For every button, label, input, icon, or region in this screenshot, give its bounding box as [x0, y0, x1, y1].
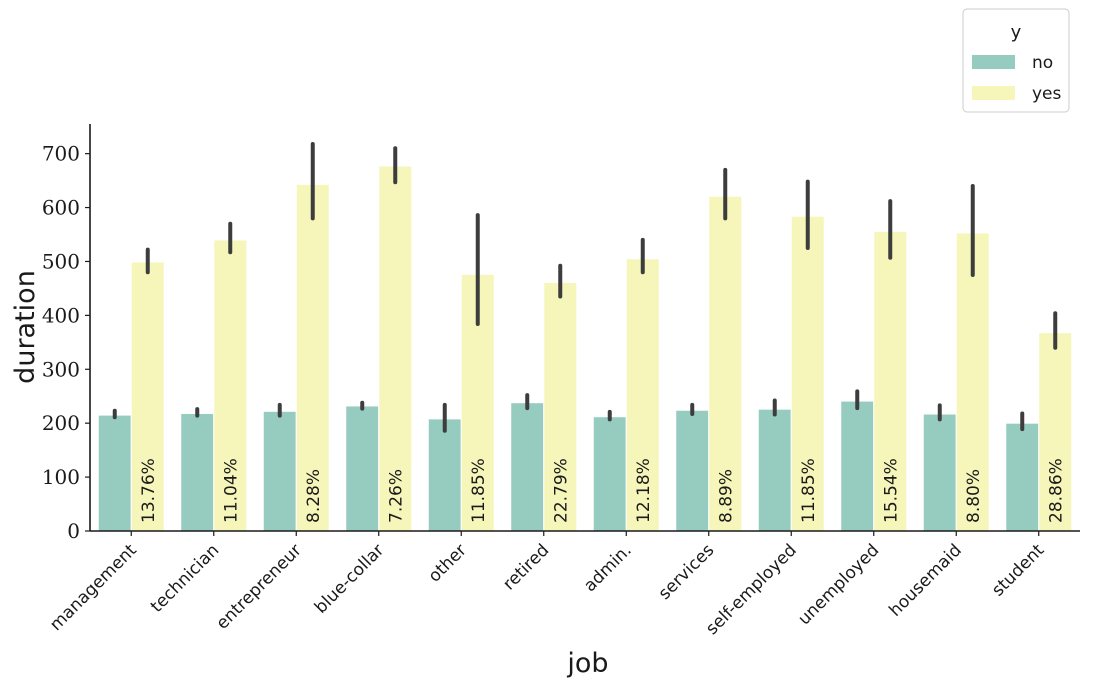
bar-no-services [675, 409, 710, 532]
y-tick-label: 0 [67, 519, 80, 543]
bar-no-self-employed [757, 408, 792, 532]
x-axis-label: job [566, 648, 608, 679]
legend-label-yes: yes [1032, 84, 1062, 104]
legend-title: y [1011, 22, 1022, 43]
bar-no-other [427, 418, 462, 532]
y-tick-label: 300 [42, 357, 80, 381]
x-tick-label: retired [499, 540, 553, 594]
bar-yes-technician [213, 239, 248, 532]
bar-no-blue-collar [345, 405, 380, 532]
bar-yes-retired [543, 281, 578, 532]
annotation-other: 11.85% [469, 458, 489, 523]
annotation-unemployed: 15.54% [881, 458, 901, 523]
error-bars-layer [112, 141, 1058, 433]
annotation-student: 28.86% [1046, 458, 1066, 523]
legend-swatch-yes [972, 86, 1015, 100]
annotation-retired: 22.79% [551, 458, 571, 523]
x-tick-label: services [655, 540, 719, 604]
y-ticks-layer: 0 100 200 300 400 500 600 700 [42, 142, 90, 543]
bar-yes-blue-collar [378, 165, 413, 532]
legend-label-no: no [1032, 53, 1053, 73]
bar-no-technician [180, 412, 215, 532]
y-tick-label: 500 [42, 249, 80, 273]
bar-yes-unemployed [873, 230, 908, 532]
x-tick-label: other [425, 540, 471, 586]
annotation-management: 13.76% [139, 458, 159, 523]
axes-layer [89, 124, 1080, 532]
bar-yes-student [1038, 332, 1073, 532]
x-tick-label: management [46, 540, 141, 635]
annotation-admin.: 12.18% [634, 458, 654, 523]
bar-no-unemployed [840, 400, 875, 532]
x-tick-label: technician [147, 540, 223, 616]
bar-yes-services [708, 195, 743, 532]
x-tick-label: blue-collar [311, 540, 388, 617]
bar-yes-housemaid [955, 232, 990, 532]
annotation-housemaid: 8.80% [964, 469, 984, 523]
bar-no-retired [510, 402, 545, 532]
bar-yes-management [130, 261, 165, 532]
x-tick-label: student [988, 540, 1048, 600]
bar-no-admin. [592, 416, 627, 532]
annotation-blue-collar: 7.26% [386, 469, 406, 523]
x-tick-label: unemployed [794, 540, 883, 629]
y-tick-label: 400 [42, 303, 80, 327]
legend: y no yes [962, 8, 1070, 113]
annotation-entrepreneur: 8.28% [304, 469, 324, 523]
y-tick-label: 700 [42, 142, 80, 166]
y-tick-label: 100 [42, 465, 80, 489]
y-tick-label: 600 [42, 196, 80, 220]
annotation-self-employed: 11.85% [799, 458, 819, 523]
x-tick-label: entrepreneur [213, 540, 306, 633]
bar-no-entrepreneur [262, 410, 297, 532]
bar-no-management [97, 414, 132, 532]
annotations-layer: 13.76% 11.04% 8.28% 7.26% 11.85% 22.79% 12.18%… [139, 458, 1067, 523]
legend-swatch-no [972, 55, 1015, 69]
bars-layer [97, 165, 1073, 532]
x-tick-label: housemaid [885, 540, 965, 620]
bar-no-housemaid [922, 413, 957, 532]
annotation-technician: 11.04% [221, 458, 241, 523]
y-axis-label: duration [10, 270, 41, 384]
y-tick-label: 200 [42, 411, 80, 435]
x-tick-label: admin. [580, 540, 636, 596]
bar-no-student [1005, 422, 1040, 532]
annotation-services: 8.89% [716, 469, 736, 523]
